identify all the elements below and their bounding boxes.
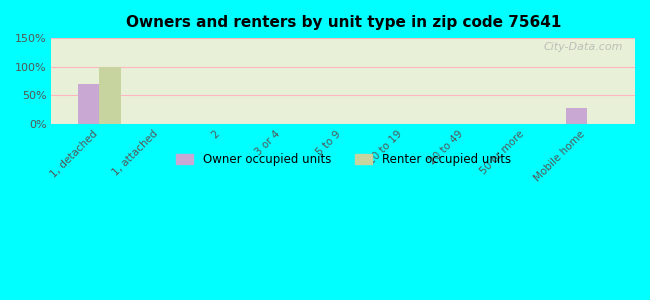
Bar (566, 108, 587, 124)
Bar (99, 67, 121, 124)
Title: Owners and renters by unit type in zip code 75641: Owners and renters by unit type in zip c… (125, 15, 561, 30)
Legend: Owner occupied units, Renter occupied units: Owner occupied units, Renter occupied un… (171, 148, 515, 171)
Bar (78, 84, 99, 124)
Text: City-Data.com: City-Data.com (544, 42, 623, 52)
